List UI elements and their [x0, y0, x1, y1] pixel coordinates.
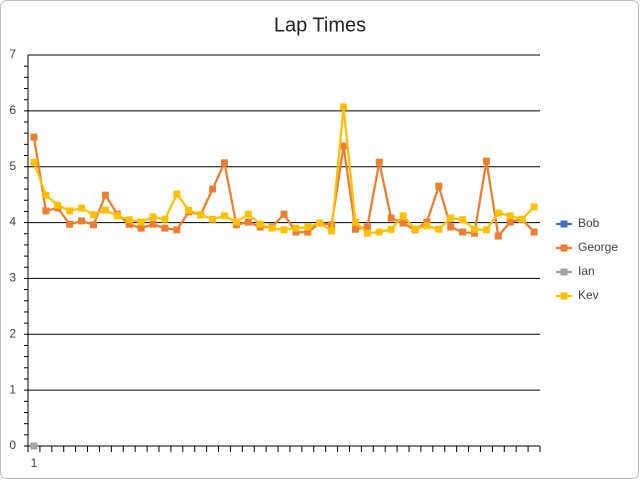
marker: [518, 215, 526, 223]
marker: [209, 215, 217, 223]
y-tick-label: 4: [9, 215, 16, 229]
marker: [482, 157, 490, 165]
marker: [185, 206, 193, 214]
marker: [280, 210, 288, 218]
chart-title: Lap Times: [274, 14, 366, 36]
legend-marker: [560, 244, 568, 252]
marker: [304, 228, 312, 236]
marker: [89, 211, 97, 219]
marker: [244, 210, 252, 218]
marker: [423, 218, 431, 226]
marker: [173, 190, 181, 198]
marker: [340, 142, 348, 150]
legend-label: George: [578, 240, 618, 254]
marker: [113, 212, 121, 220]
marker: [471, 229, 479, 237]
marker: [471, 225, 479, 233]
marker: [149, 220, 157, 228]
marker: [387, 225, 395, 233]
marker: [292, 224, 300, 232]
marker: [101, 206, 109, 214]
y-tick-label: 3: [9, 271, 16, 285]
y-tick-label: 2: [9, 326, 16, 340]
marker: [268, 224, 276, 232]
marker: [387, 214, 395, 222]
marker: [340, 103, 348, 111]
marker: [173, 226, 181, 234]
marker: [435, 182, 443, 190]
legend-label: Ian: [578, 264, 595, 278]
marker: [292, 228, 300, 236]
marker: [435, 225, 443, 233]
marker: [220, 159, 228, 167]
marker: [316, 219, 324, 227]
y-tick-label: 5: [9, 159, 16, 173]
marker: [494, 232, 502, 240]
y-tick-label: 0: [9, 438, 16, 452]
marker: [459, 228, 467, 236]
marker: [42, 207, 50, 215]
legend-marker: [560, 268, 568, 276]
marker: [30, 158, 38, 166]
y-tick-label: 6: [9, 103, 16, 117]
marker: [506, 218, 514, 226]
marker: [161, 215, 169, 223]
marker: [78, 217, 86, 225]
marker: [125, 220, 133, 228]
marker: [482, 226, 490, 234]
marker: [375, 158, 383, 166]
marker: [459, 216, 467, 224]
marker: [399, 219, 407, 227]
marker: [304, 223, 312, 231]
marker: [149, 213, 157, 221]
marker: [256, 220, 264, 228]
marker: [137, 224, 145, 232]
marker: [209, 185, 217, 193]
marker: [399, 212, 407, 220]
marker: [101, 191, 109, 199]
y-tick-label: 1: [9, 382, 16, 396]
marker: [363, 223, 371, 231]
marker: [197, 211, 205, 219]
marker: [244, 218, 252, 226]
marker: [161, 224, 169, 232]
x-tick-label: 1: [31, 456, 38, 470]
marker: [78, 204, 86, 212]
marker: [30, 442, 38, 450]
marker: [351, 225, 359, 233]
y-tick-label: 7: [9, 47, 16, 61]
marker: [66, 220, 74, 228]
legend-label: Kev: [578, 288, 599, 302]
marker: [42, 191, 50, 199]
marker: [351, 218, 359, 226]
marker: [411, 225, 419, 233]
marker: [232, 218, 240, 226]
legend-label: Bob: [578, 216, 600, 230]
marker: [530, 228, 538, 236]
marker: [220, 212, 228, 220]
marker: [328, 227, 336, 235]
marker: [280, 226, 288, 234]
marker: [89, 221, 97, 229]
marker: [363, 229, 371, 237]
legend-marker: [560, 220, 568, 228]
marker: [66, 207, 74, 215]
marker: [54, 201, 62, 209]
marker: [137, 218, 145, 226]
marker: [447, 223, 455, 231]
marker: [447, 214, 455, 222]
marker: [530, 203, 538, 211]
marker: [375, 228, 383, 236]
marker: [506, 212, 514, 220]
marker: [494, 209, 502, 217]
legend-marker: [560, 292, 568, 300]
marker: [423, 222, 431, 230]
marker: [30, 133, 38, 141]
marker: [125, 216, 133, 224]
